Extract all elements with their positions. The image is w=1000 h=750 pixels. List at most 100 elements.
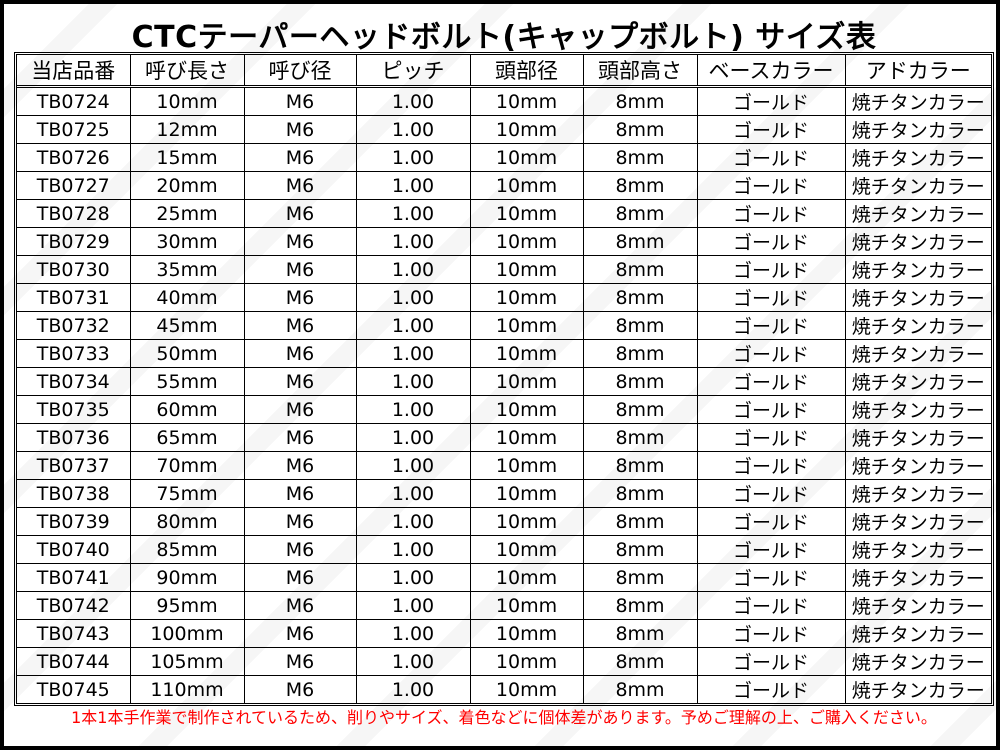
cell-pitch: 1.00 bbox=[355, 395, 471, 424]
cell-product-code: TB0742 bbox=[17, 591, 131, 620]
cell-pitch: 1.00 bbox=[355, 255, 471, 284]
cell-pitch: 1.00 bbox=[355, 451, 471, 480]
cell-head-diameter: 10mm bbox=[469, 395, 584, 424]
cell-pitch: 1.00 bbox=[355, 675, 471, 703]
cell-base-color: ゴールド bbox=[696, 199, 846, 228]
table-row: TB0742 95mm M6 1.00 10mm 8mm ゴールド 焼チタンカラー bbox=[17, 591, 991, 620]
column-header-base-color: ベースカラー bbox=[696, 55, 846, 88]
cell-diameter: M6 bbox=[243, 451, 357, 480]
cell-head-diameter: 10mm bbox=[469, 283, 584, 312]
cell-diameter: M6 bbox=[243, 143, 357, 172]
cell-diameter: M6 bbox=[243, 535, 357, 564]
cell-base-color: ゴールド bbox=[696, 675, 846, 703]
table-row: TB0739 80mm M6 1.00 10mm 8mm ゴールド 焼チタンカラー bbox=[17, 507, 991, 536]
cell-head-height: 8mm bbox=[582, 283, 698, 312]
table-row: TB0730 35mm M6 1.00 10mm 8mm ゴールド 焼チタンカラー bbox=[17, 255, 991, 284]
cell-head-height: 8mm bbox=[582, 535, 698, 564]
page-title: CTCテーパーヘッドボルト(キャップボルト) サイズ表 bbox=[131, 20, 877, 55]
cell-length: 40mm bbox=[129, 283, 245, 312]
cell-diameter: M6 bbox=[243, 395, 357, 424]
cell-add-color: 焼チタンカラー bbox=[844, 591, 991, 620]
cell-pitch: 1.00 bbox=[355, 227, 471, 256]
cell-length: 80mm bbox=[129, 507, 245, 536]
column-header-diameter: 呼び径 bbox=[243, 55, 357, 88]
cell-product-code: TB0745 bbox=[17, 675, 131, 703]
cell-base-color: ゴールド bbox=[696, 283, 846, 312]
cell-add-color: 焼チタンカラー bbox=[844, 675, 991, 703]
table-row: TB0732 45mm M6 1.00 10mm 8mm ゴールド 焼チタンカラー bbox=[17, 311, 991, 340]
column-header-head-height: 頭部高さ bbox=[582, 55, 698, 88]
cell-product-code: TB0726 bbox=[17, 143, 131, 172]
cell-add-color: 焼チタンカラー bbox=[844, 367, 991, 396]
cell-diameter: M6 bbox=[243, 479, 357, 508]
cell-base-color: ゴールド bbox=[696, 423, 846, 452]
cell-head-diameter: 10mm bbox=[469, 535, 584, 564]
table-row: TB0741 90mm M6 1.00 10mm 8mm ゴールド 焼チタンカラー bbox=[17, 563, 991, 592]
table-row: TB0735 60mm M6 1.00 10mm 8mm ゴールド 焼チタンカラー bbox=[17, 395, 991, 424]
table-row: TB0725 12mm M6 1.00 10mm 8mm ゴールド 焼チタンカラー bbox=[17, 115, 991, 144]
cell-base-color: ゴールド bbox=[696, 591, 846, 620]
cell-head-height: 8mm bbox=[582, 591, 698, 620]
table-row: TB0728 25mm M6 1.00 10mm 8mm ゴールド 焼チタンカラー bbox=[17, 199, 991, 228]
cell-add-color: 焼チタンカラー bbox=[844, 563, 991, 592]
cell-product-code: TB0738 bbox=[17, 479, 131, 508]
cell-diameter: M6 bbox=[243, 591, 357, 620]
cell-add-color: 焼チタンカラー bbox=[844, 535, 991, 564]
cell-product-code: TB0735 bbox=[17, 395, 131, 424]
cell-length: 65mm bbox=[129, 423, 245, 452]
cell-length: 25mm bbox=[129, 199, 245, 228]
cell-head-diameter: 10mm bbox=[469, 591, 584, 620]
cell-pitch: 1.00 bbox=[355, 563, 471, 592]
cell-head-diameter: 10mm bbox=[469, 255, 584, 284]
cell-product-code: TB0743 bbox=[17, 619, 131, 648]
cell-add-color: 焼チタンカラー bbox=[844, 423, 991, 452]
cell-add-color: 焼チタンカラー bbox=[844, 479, 991, 508]
cell-add-color: 焼チタンカラー bbox=[844, 143, 991, 172]
cell-head-height: 8mm bbox=[582, 143, 698, 172]
cell-add-color: 焼チタンカラー bbox=[844, 283, 991, 312]
cell-add-color: 焼チタンカラー bbox=[844, 647, 991, 676]
cell-head-height: 8mm bbox=[582, 339, 698, 368]
cell-length: 70mm bbox=[129, 451, 245, 480]
cell-diameter: M6 bbox=[243, 675, 357, 703]
table-row: TB0733 50mm M6 1.00 10mm 8mm ゴールド 焼チタンカラー bbox=[17, 339, 991, 368]
cell-product-code: TB0736 bbox=[17, 423, 131, 452]
cell-pitch: 1.00 bbox=[355, 143, 471, 172]
table-header-row: 当店品番 呼び長さ 呼び径 ピッチ 頭部径 頭部高さ ベースカラー アドカラー bbox=[17, 55, 991, 88]
cell-length: 55mm bbox=[129, 367, 245, 396]
cell-diameter: M6 bbox=[243, 367, 357, 396]
cell-head-diameter: 10mm bbox=[469, 227, 584, 256]
cell-diameter: M6 bbox=[243, 283, 357, 312]
table-row: TB0740 85mm M6 1.00 10mm 8mm ゴールド 焼チタンカラー bbox=[17, 535, 991, 564]
cell-add-color: 焼チタンカラー bbox=[844, 339, 991, 368]
table-row: TB0745 110mm M6 1.00 10mm 8mm ゴールド 焼チタンカラー bbox=[17, 675, 991, 703]
cell-base-color: ゴールド bbox=[696, 255, 846, 284]
cell-add-color: 焼チタンカラー bbox=[844, 255, 991, 284]
cell-product-code: TB0727 bbox=[17, 171, 131, 200]
cell-head-height: 8mm bbox=[582, 255, 698, 284]
table-row: TB0734 55mm M6 1.00 10mm 8mm ゴールド 焼チタンカラー bbox=[17, 367, 991, 396]
table-row: TB0727 20mm M6 1.00 10mm 8mm ゴールド 焼チタンカラー bbox=[17, 171, 991, 200]
cell-head-height: 8mm bbox=[582, 86, 698, 116]
cell-head-diameter: 10mm bbox=[469, 563, 584, 592]
cell-diameter: M6 bbox=[243, 423, 357, 452]
cell-head-height: 8mm bbox=[582, 479, 698, 508]
cell-pitch: 1.00 bbox=[355, 619, 471, 648]
cell-add-color: 焼チタンカラー bbox=[844, 199, 991, 228]
cell-head-height: 8mm bbox=[582, 115, 698, 144]
cell-head-height: 8mm bbox=[582, 311, 698, 340]
cell-base-color: ゴールド bbox=[696, 367, 846, 396]
cell-diameter: M6 bbox=[243, 86, 357, 116]
cell-head-height: 8mm bbox=[582, 227, 698, 256]
cell-head-diameter: 10mm bbox=[469, 647, 584, 676]
cell-length: 85mm bbox=[129, 535, 245, 564]
cell-product-code: TB0724 bbox=[17, 86, 131, 116]
cell-head-diameter: 10mm bbox=[469, 451, 584, 480]
cell-head-height: 8mm bbox=[582, 675, 698, 703]
cell-diameter: M6 bbox=[243, 199, 357, 228]
cell-base-color: ゴールド bbox=[696, 479, 846, 508]
cell-diameter: M6 bbox=[243, 619, 357, 648]
cell-pitch: 1.00 bbox=[355, 115, 471, 144]
cell-pitch: 1.00 bbox=[355, 86, 471, 116]
